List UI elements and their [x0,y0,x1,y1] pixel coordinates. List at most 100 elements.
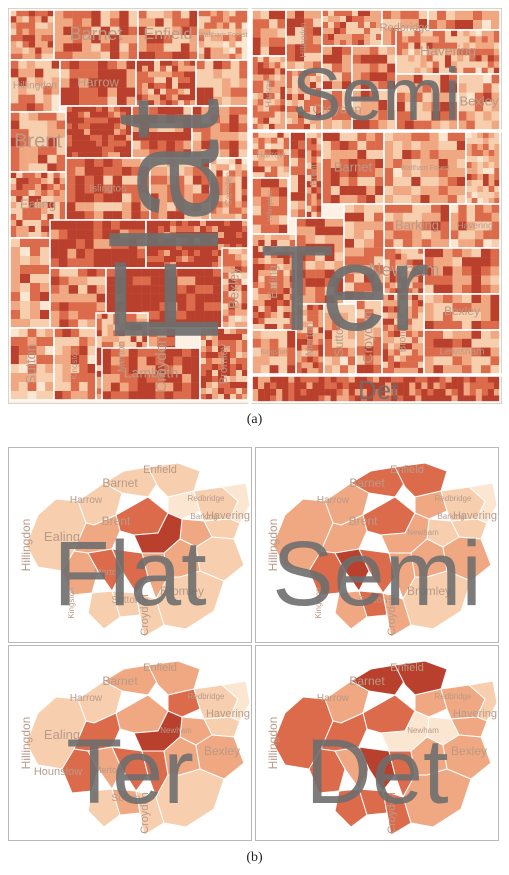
treemap-cell [364,273,375,283]
treemap-cell [142,83,149,89]
treemap-cell [296,356,302,363]
treemap-borough-label: Camden [223,172,233,206]
treemap-cell [79,337,88,347]
treemap-cell [304,94,311,101]
treemap-cell [117,69,127,79]
treemap-cell [418,10,429,20]
treemap-block [65,157,151,221]
treemap-cell [136,83,143,89]
treemap-cell [34,172,42,179]
treemap-cell [437,20,447,31]
treemap-cell [463,36,470,43]
treemap-cell [16,28,23,36]
treemap-cell [84,229,94,240]
treemap-cell [119,248,129,259]
treemap-cell [294,382,301,390]
treemap-cell [195,268,205,277]
treemap-cell [200,220,207,227]
treemap-cell [68,302,79,312]
treemap-cell [444,67,452,75]
treemap-cell [62,373,71,383]
treemap-cell [312,389,319,396]
treemap-cell [292,124,299,131]
treemap-cell [91,51,101,61]
treemap-cell [91,10,101,19]
treemap-cell [491,212,501,222]
treemap-cell [310,112,317,119]
treemap-cell [54,18,64,27]
treemap-cell [128,356,138,366]
treemap-cell [192,140,202,150]
treemap-cell [286,118,293,125]
treemap-cell [50,229,59,240]
treemap-cell [72,51,83,61]
treemap-cell [206,364,213,371]
treemap-cell [56,137,67,147]
treemap-cell [236,232,243,239]
treemap-cell [252,324,259,331]
treemap-cell [210,140,221,150]
treemap-cell [438,141,448,151]
treemap-cell [170,232,177,239]
treemap-cell [102,134,109,141]
treemap-cell [414,36,421,43]
treemap-cell [316,132,323,139]
map-borough-label: Barnet [102,674,138,688]
map-borough [87,548,123,592]
treemap-cell [312,344,319,351]
treemap-cell [113,342,120,348]
treemap-cell [212,238,219,245]
treemap-cell [87,302,97,312]
treemap-cell [277,300,284,307]
treemap-cell [190,60,197,66]
treemap-cell [348,132,358,142]
treemap-cell [406,349,413,356]
treemap-cell [41,28,48,36]
treemap-cell [429,141,439,151]
treemap-cell [238,123,249,133]
treemap-cell [402,42,409,50]
treemap-cell [431,92,441,103]
treemap-cell [16,220,23,227]
treemap-cell [270,246,278,253]
treemap-cell [126,106,133,112]
treemap-cell [481,356,491,366]
treemap-cell [252,294,259,301]
treemap-cell [218,256,225,263]
treemap-cell [235,176,242,183]
treemap-cell [84,175,95,185]
treemap-cell [449,102,459,112]
treemap-cell [235,201,242,208]
treemap-cell [296,333,302,340]
treemap-cell [16,178,23,185]
treemap-cell [229,123,239,133]
treemap-cell [222,176,230,183]
treemap-cell [384,221,394,231]
treemap-cell [178,100,185,107]
treemap-cell [451,36,458,43]
treemap-cell [218,358,225,365]
treemap-cell [157,140,167,150]
treemap-cell [10,328,19,338]
treemap-cell [40,256,51,266]
treemap-cell [20,319,31,329]
treemap-cell [38,154,48,164]
treemap-cell [457,389,464,396]
treemap-cell [173,365,183,375]
treemap-cell [200,226,207,233]
treemap-cell [406,337,413,344]
treemap-cell [22,232,29,239]
treemap-cell [289,246,297,253]
treemap-cell [100,43,111,52]
treemap-cell [261,215,271,225]
treemap-cell [298,106,305,113]
treemap-cell [379,395,386,403]
treemap-cell [146,348,156,357]
treemap-cell [84,239,94,249]
treemap-cell [304,118,311,125]
treemap-cell [364,34,371,41]
treemap-cell [242,352,249,359]
treemap-cell [252,187,262,197]
treemap-cell [401,259,408,266]
treemap-cell [438,67,446,75]
